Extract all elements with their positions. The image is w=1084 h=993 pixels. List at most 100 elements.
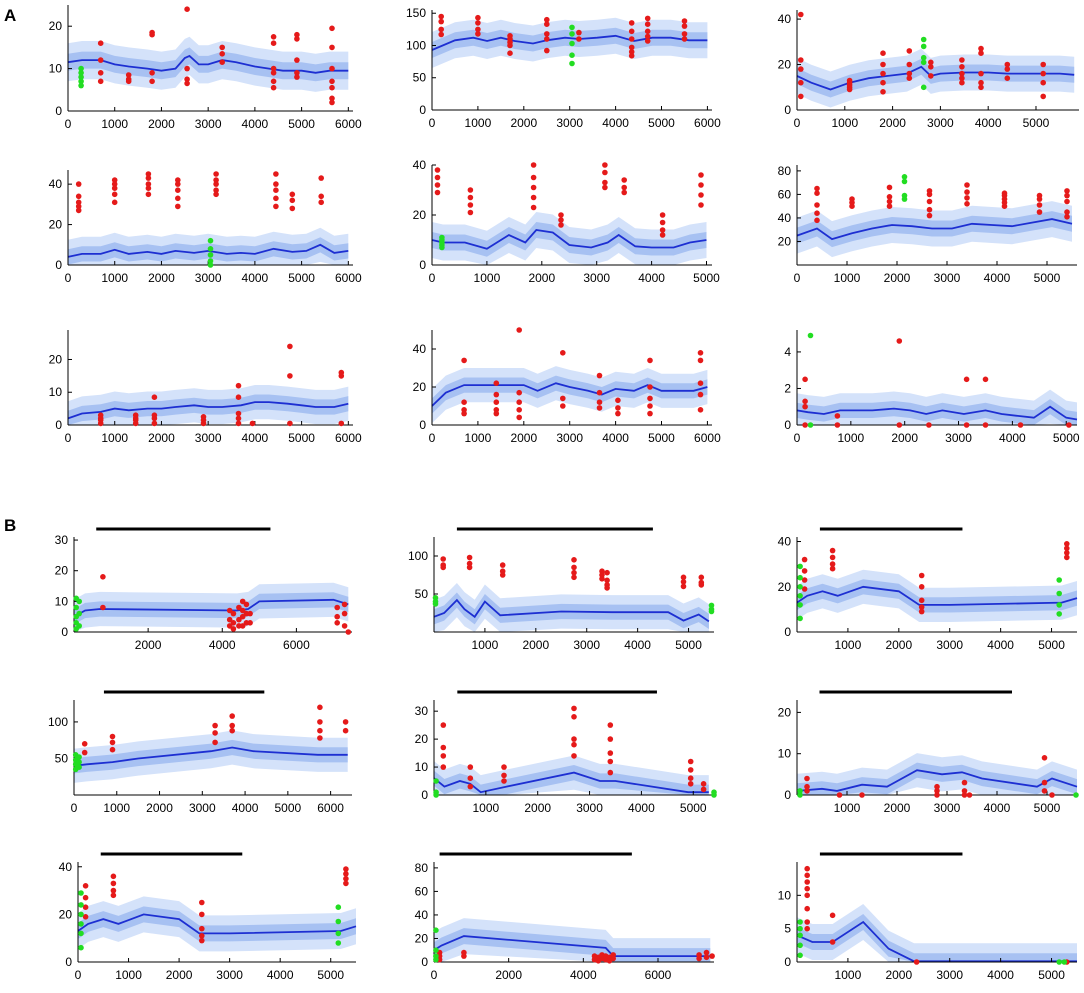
panel-label-a: A: [4, 6, 17, 25]
median-line: [796, 218, 1073, 241]
observed-point: [461, 357, 467, 364]
observed-point: [467, 783, 474, 790]
observed-point: [438, 31, 445, 38]
x-tick-label: 3000: [195, 431, 222, 445]
observed-point: [918, 572, 925, 579]
censored-point: [78, 890, 84, 896]
observed-point: [801, 556, 808, 563]
x-tick-label: 3000: [934, 801, 961, 815]
x-tick-label: 6000: [335, 117, 362, 131]
observed-point: [149, 78, 155, 85]
observed-point: [829, 565, 836, 572]
observed-point: [1036, 196, 1043, 202]
x-tick-label: 1000: [472, 638, 499, 652]
observed-point: [97, 78, 104, 85]
y-tick-label: 50: [415, 587, 429, 601]
x-tick-label: 2000: [510, 116, 537, 130]
x-tick-label: 2000: [524, 801, 551, 815]
observed-point: [961, 792, 968, 798]
observed-point: [338, 373, 345, 379]
observed-point: [571, 705, 577, 712]
observed-point: [804, 905, 810, 912]
observed-point: [604, 577, 610, 584]
observed-point: [700, 781, 707, 787]
x-tick-label: 2000: [166, 968, 193, 982]
x-tick-label: 2000: [148, 117, 175, 131]
observed-point: [530, 184, 537, 191]
subplot-11: 50 100 1000 2000 3000 4000 5000: [408, 527, 715, 652]
observed-point: [628, 53, 635, 59]
observed-point: [798, 66, 804, 72]
observed-point: [604, 569, 610, 576]
observed-point: [964, 195, 970, 201]
observed-point: [926, 212, 933, 219]
observed-point: [576, 36, 582, 42]
observed-point: [294, 74, 300, 80]
observed-point: [621, 177, 627, 183]
subplot-18: 0 5 10 1000 2000 3000 4000 5000: [778, 852, 1077, 982]
observed-point: [659, 232, 666, 238]
observed-point: [466, 554, 473, 561]
observed-point: [961, 788, 968, 794]
observed-point: [849, 203, 855, 209]
median-line: [73, 746, 348, 767]
observed-point: [571, 574, 577, 581]
subplot-6: 20 40 60 80 0 1000 2000 3000 4000 5000: [778, 164, 1077, 285]
median-line: [796, 405, 1078, 421]
observed-point: [961, 779, 968, 786]
x-tick-label: 3000: [936, 968, 963, 982]
x-tick-label: 4000: [624, 638, 651, 652]
observed-point: [97, 40, 104, 46]
inner-band: [432, 222, 707, 257]
x-tick-label: 2000: [884, 801, 911, 815]
subplot-16: 0 20 40 0 1000 2000 3000 4000 5000: [59, 852, 357, 982]
observed-point: [647, 410, 653, 417]
y-tick-label: 0: [784, 418, 791, 432]
observed-point: [659, 212, 666, 218]
observed-point: [906, 48, 913, 54]
y-tick-label: 20: [415, 732, 429, 746]
observed-point: [602, 179, 608, 186]
observed-point: [978, 84, 984, 91]
observed-point: [110, 887, 117, 894]
y-tick-label: 0: [65, 955, 72, 969]
observed-point: [97, 57, 104, 63]
observed-point: [602, 169, 608, 176]
observed-point: [317, 719, 323, 725]
x-tick-label: 6000: [694, 431, 721, 445]
observed-point: [829, 554, 836, 561]
observed-point: [628, 36, 635, 42]
median-line: [796, 920, 1077, 963]
observed-point: [467, 764, 474, 770]
observed-point: [934, 788, 940, 794]
y-tick-label: 20: [778, 234, 792, 248]
observed-point: [516, 399, 522, 406]
observed-point: [913, 959, 920, 965]
x-tick-label: 2000: [885, 968, 912, 982]
median-line: [431, 229, 707, 250]
observed-point: [329, 99, 335, 106]
censored-point: [920, 36, 927, 43]
y-tick-label: 0: [419, 418, 426, 432]
observed-point: [558, 222, 564, 228]
observed-point: [687, 775, 694, 781]
observed-point: [804, 775, 810, 782]
observed-point: [342, 727, 349, 734]
observed-point: [560, 350, 566, 356]
observed-point: [982, 422, 989, 428]
observed-point: [475, 26, 481, 33]
observed-point: [212, 739, 218, 746]
observed-point: [1064, 209, 1070, 215]
observed-point: [110, 892, 117, 899]
censored-point: [569, 60, 575, 67]
y-tick-label: 0: [419, 258, 426, 272]
observed-point: [1017, 422, 1024, 428]
observed-point: [829, 939, 836, 945]
observed-point: [199, 937, 205, 944]
observed-point: [804, 872, 810, 879]
observed-point: [647, 357, 653, 364]
y-tick-label: 40: [778, 211, 792, 225]
median-line: [433, 771, 709, 794]
observed-point: [978, 45, 984, 52]
observed-point: [906, 75, 913, 81]
